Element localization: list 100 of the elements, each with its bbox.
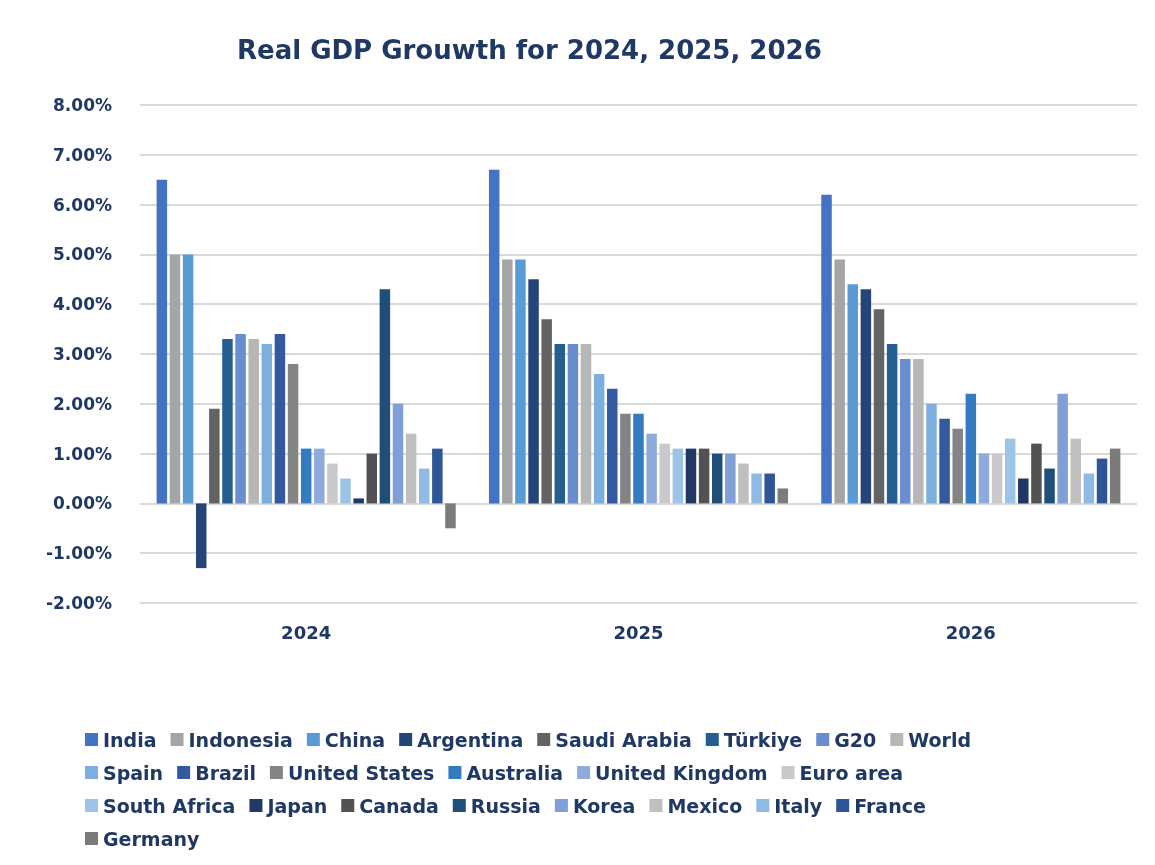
bar xyxy=(620,413,631,504)
chart-title: Real GDP Grouwth for 2024, 2025, 2026 xyxy=(237,35,822,65)
legend-label: United States xyxy=(287,761,435,784)
bar xyxy=(405,433,417,504)
bar xyxy=(169,254,181,504)
bar xyxy=(777,488,789,504)
legend-label: Spain xyxy=(103,761,164,784)
bar xyxy=(646,433,657,504)
legend-label: Australia xyxy=(466,761,564,784)
y-tick-label: -2.00% xyxy=(45,593,112,613)
x-tick-label: 2026 xyxy=(945,621,996,643)
bar xyxy=(502,259,513,504)
bar xyxy=(274,334,286,504)
bar xyxy=(195,503,207,569)
legend-label: Japan xyxy=(265,794,328,817)
y-tick-label: 1.00% xyxy=(53,443,112,464)
legend-label: Saudi Arabia xyxy=(555,728,692,751)
bar xyxy=(235,334,246,504)
legend-label: Brazil xyxy=(195,761,256,784)
legend-label: Türkiye xyxy=(723,728,803,751)
bar xyxy=(528,279,539,504)
y-tick-label: 7.00% xyxy=(53,144,112,165)
legend-label: Indonesia xyxy=(188,728,293,751)
bar xyxy=(248,339,259,504)
y-tick-label: 3.00% xyxy=(53,344,112,364)
bar xyxy=(1018,478,1029,504)
legend-label: Euro area xyxy=(799,761,903,784)
bar xyxy=(379,289,391,504)
bar xyxy=(554,344,566,504)
y-tick-label: 4.00% xyxy=(53,294,112,315)
bar xyxy=(1070,438,1082,504)
bar xyxy=(209,408,220,504)
legend-label: Italy xyxy=(774,794,823,817)
bar xyxy=(432,448,443,504)
legend-label: China xyxy=(324,728,386,751)
bar xyxy=(607,388,618,504)
bar xyxy=(353,498,364,504)
y-tick-label: -1.00% xyxy=(45,543,112,564)
bar xyxy=(392,403,404,504)
y-tick-label: 0.00% xyxy=(53,493,112,514)
legend-label: Mexico xyxy=(667,794,743,817)
bar xyxy=(156,179,168,504)
bar xyxy=(711,453,723,504)
bar xyxy=(287,363,299,504)
bar xyxy=(899,358,911,504)
bar xyxy=(886,344,898,504)
bar xyxy=(1109,448,1121,504)
bar xyxy=(633,413,644,504)
legend-label: India xyxy=(103,728,157,751)
legend-label: Canada xyxy=(359,794,439,817)
legend-label: Argentina xyxy=(417,728,524,751)
bar xyxy=(366,453,378,504)
bar xyxy=(541,319,552,504)
bar xyxy=(1096,458,1108,504)
bar xyxy=(567,344,579,504)
bar xyxy=(300,448,312,504)
y-tick-label: 5.00% xyxy=(53,244,112,265)
legend-label: Korea xyxy=(572,794,636,817)
bar xyxy=(738,463,749,504)
legend-label: United Kingdom xyxy=(595,761,768,784)
legend-label: World xyxy=(908,728,972,751)
bar xyxy=(913,358,924,504)
y-tick-label: 8.00% xyxy=(53,95,112,115)
bar xyxy=(1031,443,1042,504)
legend-label: Russia xyxy=(470,794,541,817)
bar xyxy=(418,468,430,504)
legend-label: Germany xyxy=(103,827,200,850)
bar xyxy=(991,453,1003,504)
x-tick-label: 2025 xyxy=(613,621,664,643)
bar xyxy=(939,418,950,504)
bar xyxy=(860,289,872,504)
bar xyxy=(488,169,500,504)
bar xyxy=(873,309,885,504)
bar xyxy=(978,453,990,504)
legend-label: G20 xyxy=(834,728,877,751)
legend-label: France xyxy=(854,794,926,817)
bar xyxy=(593,373,605,504)
bar xyxy=(672,448,684,504)
bar xyxy=(926,403,937,504)
bar xyxy=(1083,473,1095,504)
y-tick-label: 6.00% xyxy=(53,194,112,215)
bar xyxy=(340,478,351,504)
y-tick-label: 2.00% xyxy=(53,393,112,414)
bar xyxy=(834,259,845,504)
bar xyxy=(952,428,963,504)
bar xyxy=(445,503,456,529)
bar xyxy=(751,473,762,504)
bar xyxy=(182,254,194,504)
bar xyxy=(222,339,233,504)
bar xyxy=(764,473,775,504)
legend-label: South Africa xyxy=(103,794,236,817)
bar xyxy=(821,194,832,504)
bar xyxy=(327,463,338,504)
bar xyxy=(1057,393,1068,504)
bar xyxy=(659,443,670,504)
bar xyxy=(1044,468,1055,504)
bar xyxy=(725,453,736,504)
bar xyxy=(685,448,697,504)
bar xyxy=(515,259,526,504)
bar xyxy=(314,448,325,504)
